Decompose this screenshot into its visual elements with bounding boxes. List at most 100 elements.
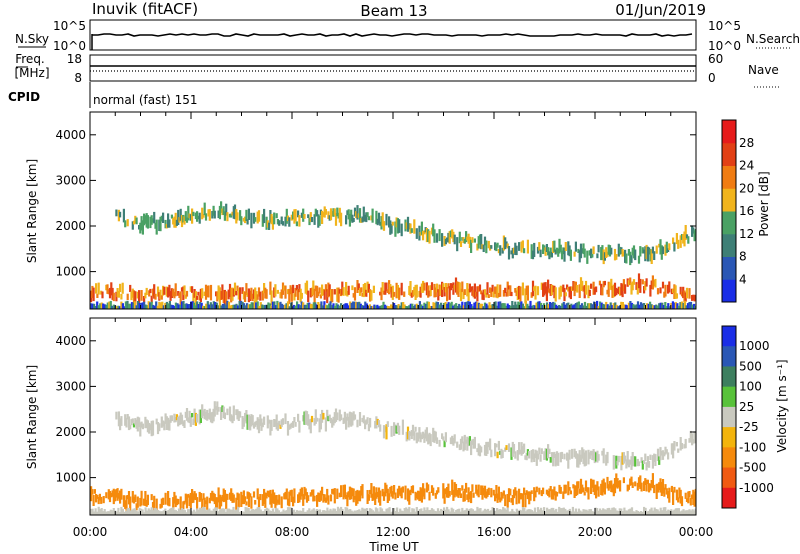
ground-scatter-cell [427,301,430,309]
range-time-cell [231,211,234,216]
range-time-cell [442,436,445,441]
x-tick-label: 16:00 [477,525,512,539]
range-time-cell [504,447,507,452]
range-time-cell [476,286,479,302]
range-time-cell [511,247,514,259]
range-time-cell [146,215,149,229]
range-time-cell [468,283,471,293]
range-time-cell [400,223,403,237]
range-time-cell [336,488,339,499]
range-time-cell [322,212,325,217]
range-time-cell [366,281,369,293]
range-time-cell [645,244,648,259]
range-time-cell [369,417,372,428]
range-time-cell [404,219,407,232]
ground-scatter-cell [143,512,146,515]
ground-scatter-cell [676,508,679,515]
range-time-cell [462,291,465,300]
range-time-cell [583,452,586,467]
range-time-cell [458,444,461,451]
range-time-cell [670,485,673,493]
range-time-cell [197,291,200,296]
ground-scatter-cell [162,510,165,515]
range-time-cell [419,232,422,236]
range-time-cell [150,295,153,303]
range-time-cell [462,491,465,502]
range-time-cell [153,495,156,511]
ground-scatter-cell [647,510,650,515]
range-time-cell [345,416,348,430]
nsky-strip: N.Sky 10^5 10^0 10^5 10^0 N.Search [15,19,800,53]
ground-scatter-cell [235,303,238,309]
range-time-cell [415,432,418,444]
range-time-cell [203,497,206,508]
range-time-cell [465,439,468,444]
range-time-cell [500,491,503,501]
range-time-cell [581,248,584,254]
ground-scatter-cell [611,507,614,515]
ground-scatter-cell [408,506,411,515]
ground-scatter-cell [685,510,688,515]
range-time-cell [396,422,399,433]
range-time-cell [467,288,470,302]
range-time-cell [154,222,157,229]
range-time-cell [329,494,333,502]
range-time-cell [462,237,465,243]
range-time-cell [286,215,290,221]
ground-scatter-cell [279,512,282,515]
ground-scatter-cell [117,305,120,309]
ground-scatter-cell [214,302,217,309]
ground-scatter-cell [126,508,129,515]
ground-scatter-cell [674,508,677,515]
range-time-cell [231,492,234,503]
range-time-cell [592,449,595,461]
range-time-cell [266,220,269,228]
range-time-cell [452,282,455,295]
ground-scatter-cell [393,303,396,309]
ground-scatter-cell [317,509,320,515]
range-time-cell [468,436,471,446]
ground-scatter-cell [611,305,614,309]
range-time-cell [617,286,620,295]
ground-scatter-cell [517,301,520,309]
range-time-cell [435,233,439,243]
range-time-cell [250,414,253,427]
range-time-cell [509,488,512,496]
range-time-cell [667,284,670,294]
range-time-cell [206,409,209,421]
nave-label: Nave [748,63,779,77]
ground-scatter-cell [521,507,524,515]
range-time-cell [512,489,516,499]
ground-scatter-cell [556,306,559,309]
range-time-cell [172,288,175,297]
freq-unit: [MHz] [14,66,49,80]
range-time-cell [353,414,357,420]
range-time-cell [141,220,144,235]
range-time-cell [406,216,410,232]
range-time-cell [501,493,504,499]
ground-scatter-cell [453,304,456,309]
range-time-cell [174,495,177,508]
range-time-cell [612,483,615,497]
range-time-cell [446,237,449,242]
range-time-cell [284,413,287,425]
range-time-cell [116,288,119,298]
range-time-cell [356,205,359,220]
range-time-cell [499,497,502,503]
range-time-cell [340,485,343,497]
ground-scatter-cell [620,301,623,309]
ground-scatter-cell [532,511,535,515]
range-time-cell [574,281,577,292]
ground-scatter-cell [247,304,250,309]
range-time-cell [663,487,666,497]
range-time-cell [620,283,623,296]
ground-scatter-cell [97,305,100,309]
ground-scatter-cell [555,304,558,309]
ground-scatter-cell [490,510,493,515]
ground-scatter-cell [670,302,673,309]
range-time-cell [675,489,678,501]
ground-scatter-cell [355,301,358,309]
range-time-cell [510,498,513,503]
range-time-cell [452,489,455,501]
ground-scatter-cell [191,511,194,515]
